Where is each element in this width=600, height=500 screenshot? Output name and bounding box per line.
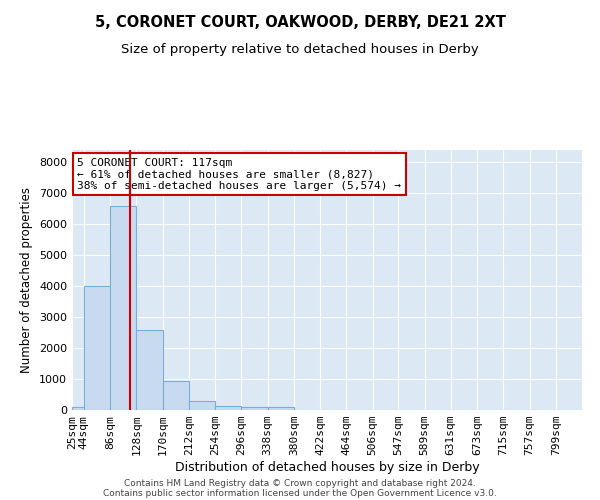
Text: Contains public sector information licensed under the Open Government Licence v3: Contains public sector information licen… xyxy=(103,488,497,498)
Bar xyxy=(136,330,163,410)
Bar xyxy=(84,286,110,410)
Y-axis label: Number of detached properties: Number of detached properties xyxy=(20,187,34,373)
Bar xyxy=(189,400,215,410)
Bar xyxy=(163,380,189,410)
X-axis label: Distribution of detached houses by size in Derby: Distribution of detached houses by size … xyxy=(175,461,479,474)
Bar xyxy=(110,206,136,410)
Text: Size of property relative to detached houses in Derby: Size of property relative to detached ho… xyxy=(121,42,479,56)
Text: 5, CORONET COURT, OAKWOOD, DERBY, DE21 2XT: 5, CORONET COURT, OAKWOOD, DERBY, DE21 2… xyxy=(95,15,505,30)
Text: 5 CORONET COURT: 117sqm
← 61% of detached houses are smaller (8,827)
38% of semi: 5 CORONET COURT: 117sqm ← 61% of detache… xyxy=(77,158,401,191)
Text: Contains HM Land Registry data © Crown copyright and database right 2024.: Contains HM Land Registry data © Crown c… xyxy=(124,478,476,488)
Bar xyxy=(72,407,84,410)
Bar xyxy=(241,407,268,410)
Bar xyxy=(215,406,241,410)
Bar xyxy=(268,407,294,410)
